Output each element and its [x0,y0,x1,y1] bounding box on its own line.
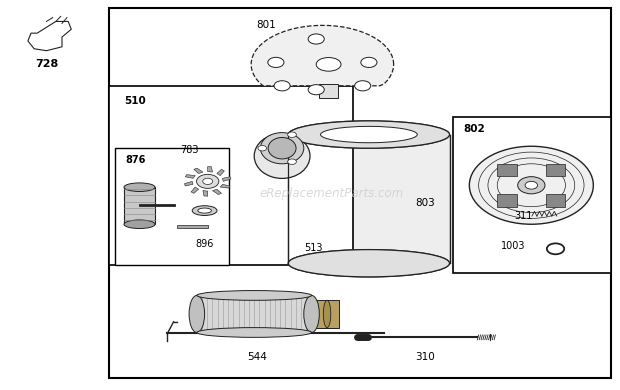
Circle shape [203,178,213,184]
Bar [197,296,311,332]
Bar [319,84,338,98]
Polygon shape [28,21,71,51]
Text: 783: 783 [180,145,198,155]
Ellipse shape [304,296,319,332]
Circle shape [274,81,290,91]
Circle shape [197,174,219,188]
Bar [314,300,340,328]
Polygon shape [288,135,291,263]
Ellipse shape [124,183,155,191]
Polygon shape [185,175,195,178]
Bar [108,8,611,378]
Bar [115,148,229,265]
Text: 544: 544 [247,352,267,362]
Circle shape [268,57,284,67]
Bar [288,135,450,263]
Circle shape [258,145,267,151]
Circle shape [288,132,296,137]
Polygon shape [208,167,213,172]
Text: 510: 510 [124,96,146,106]
Bar [497,164,517,176]
Text: 896: 896 [195,239,214,249]
Ellipse shape [321,126,417,143]
Polygon shape [184,181,193,186]
Text: 513: 513 [304,243,322,253]
Bar [124,187,155,224]
Polygon shape [194,168,203,174]
Ellipse shape [254,133,310,179]
Ellipse shape [316,58,341,71]
Ellipse shape [288,250,450,277]
Ellipse shape [189,296,205,332]
Ellipse shape [198,208,211,213]
Text: 803: 803 [415,198,435,208]
Bar [177,225,208,228]
Ellipse shape [288,121,450,148]
Ellipse shape [197,328,312,337]
Bar [546,194,565,207]
Ellipse shape [268,138,296,159]
Circle shape [288,159,296,165]
Text: eReplacementParts.com: eReplacementParts.com [260,186,404,200]
Text: 876: 876 [126,155,146,165]
Ellipse shape [260,133,304,164]
Bar [497,194,517,207]
Ellipse shape [192,206,217,215]
Circle shape [361,57,377,67]
Text: 1003: 1003 [501,241,526,252]
Polygon shape [217,169,224,176]
Polygon shape [203,191,208,196]
Ellipse shape [323,300,331,328]
Ellipse shape [288,250,450,277]
Text: 728: 728 [35,59,58,69]
Bar [108,86,353,265]
Ellipse shape [124,220,155,229]
Polygon shape [251,25,394,86]
Polygon shape [191,187,198,193]
Text: 801: 801 [257,20,277,30]
Ellipse shape [288,121,450,148]
Ellipse shape [197,291,312,300]
Circle shape [525,181,538,189]
Bar [453,117,611,273]
Text: 802: 802 [464,124,485,134]
Circle shape [308,34,324,44]
Text: 311: 311 [515,211,533,222]
Polygon shape [223,177,231,181]
Bar [546,164,565,176]
Text: 310: 310 [415,352,435,362]
Circle shape [469,146,593,224]
Circle shape [518,177,545,194]
Polygon shape [213,189,221,195]
Polygon shape [220,184,230,188]
Circle shape [308,85,324,95]
Circle shape [355,81,371,91]
